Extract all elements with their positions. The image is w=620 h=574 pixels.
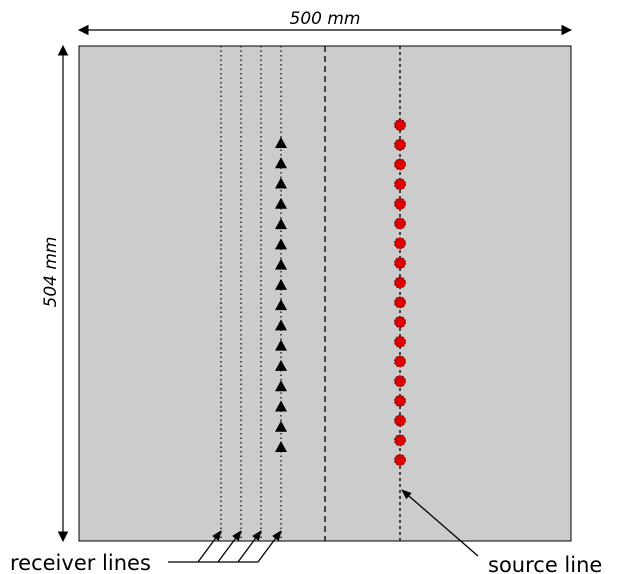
triangle-icon <box>275 197 287 209</box>
source-line-label: source line <box>488 553 602 574</box>
source-markers-group <box>394 119 406 466</box>
triangle-icon <box>275 299 287 311</box>
red-circle-icon <box>394 197 406 210</box>
triangle-icon <box>275 177 287 189</box>
red-circle-icon <box>394 375 406 388</box>
triangle-icon <box>275 238 287 250</box>
red-circle-icon <box>394 237 406 250</box>
red-circle-icon <box>394 414 406 427</box>
triangle-icon <box>275 258 287 270</box>
receiver-arrow <box>238 530 282 563</box>
red-circle-icon <box>394 138 406 151</box>
receiver-lines-group <box>220 46 282 541</box>
receiver-lines-label: receiver lines <box>10 551 151 574</box>
red-circle-icon <box>394 296 406 309</box>
triangle-icon <box>275 137 287 148</box>
triangle-icon <box>275 380 287 392</box>
height-dimension-label: 504 mm <box>41 237 61 308</box>
triangle-icon <box>275 157 287 169</box>
triangle-icon <box>275 278 287 290</box>
red-circle-icon <box>394 119 406 131</box>
triangle-icon <box>275 420 287 432</box>
red-circle-icon <box>394 158 406 171</box>
width-dimension-label: 500 mm <box>290 9 361 29</box>
triangle-icon <box>275 319 287 331</box>
red-circle-icon <box>394 276 406 289</box>
receiver-label-arrows <box>168 530 282 563</box>
triangle-icon <box>275 359 287 371</box>
triangle-icon <box>275 441 287 452</box>
red-circle-icon <box>394 335 406 348</box>
source-label-arrow <box>401 489 479 557</box>
red-circle-icon <box>394 355 406 368</box>
red-circle-icon <box>394 434 406 447</box>
red-circle-icon <box>394 316 406 328</box>
triangle-icon <box>275 400 287 412</box>
triangle-icon <box>275 218 287 230</box>
triangle-icon <box>275 339 287 351</box>
red-circle-icon <box>394 454 406 466</box>
red-circle-icon <box>394 394 406 407</box>
red-circle-icon <box>394 217 406 230</box>
red-circle-icon <box>394 178 406 191</box>
red-circle-icon <box>394 257 406 269</box>
receiver-markers-group <box>275 137 287 452</box>
